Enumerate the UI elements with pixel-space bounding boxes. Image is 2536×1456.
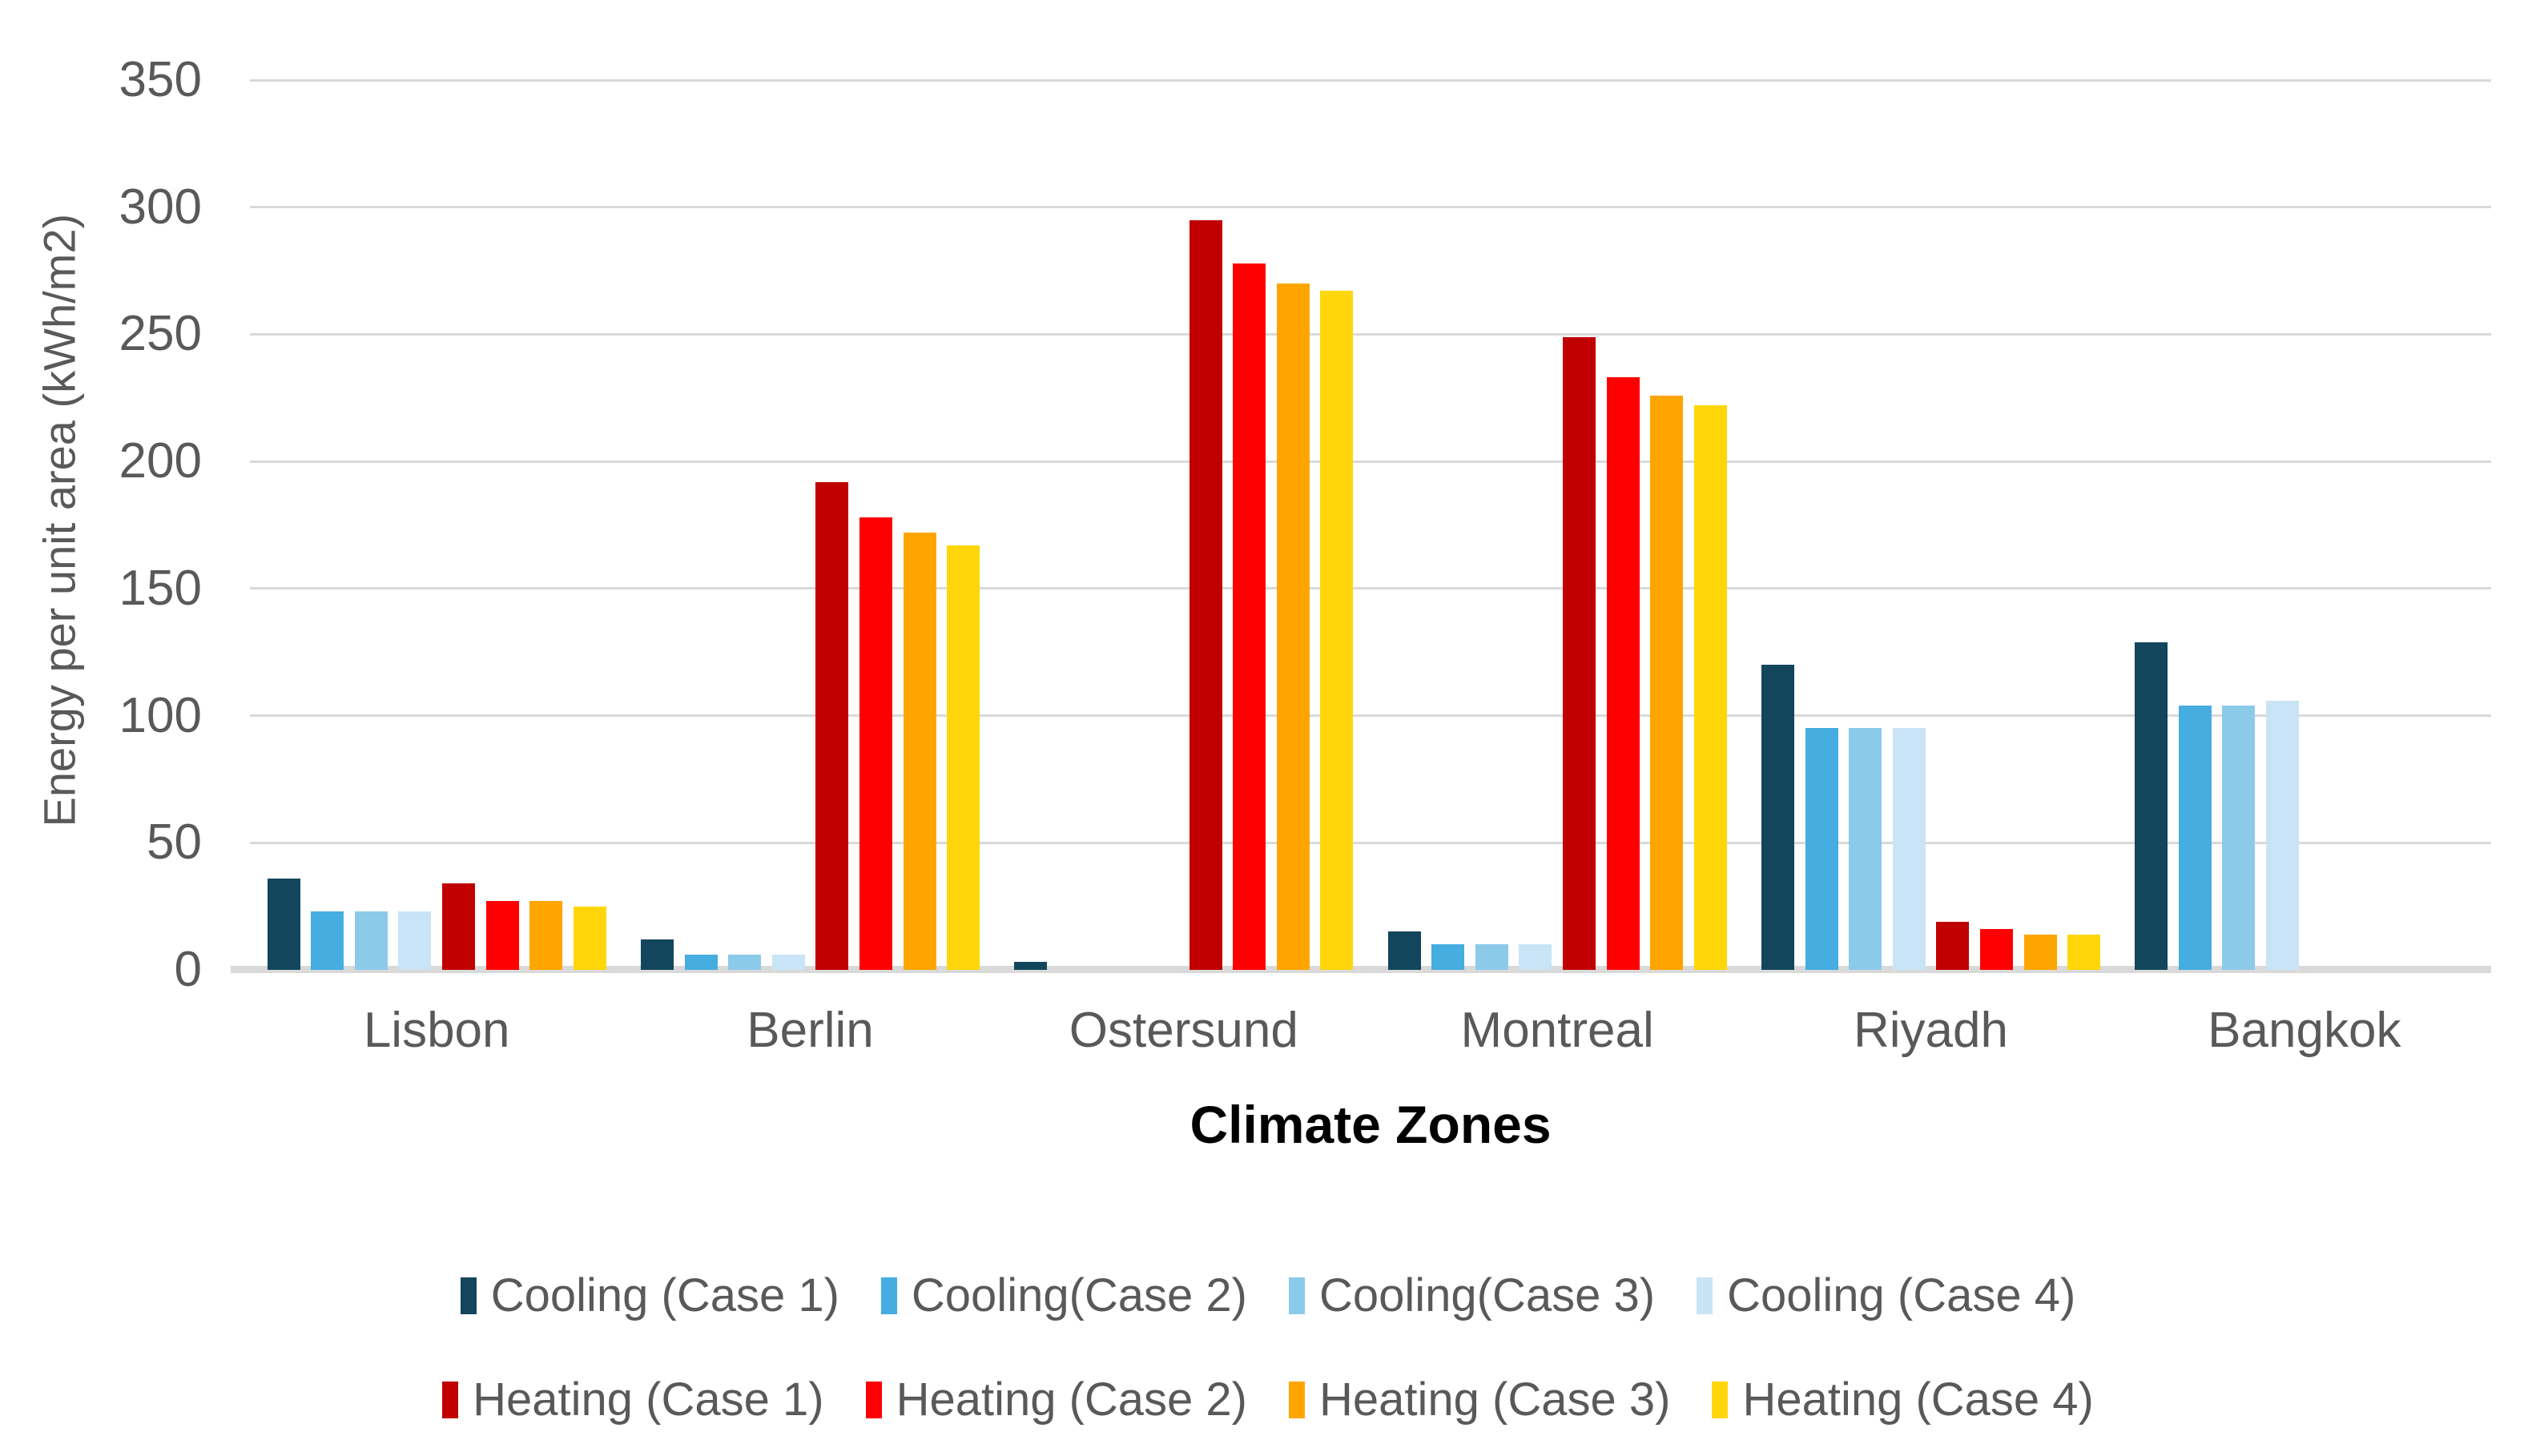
bar-lisbon-series-5: [485, 901, 519, 970]
gridline-y-250: [250, 332, 2491, 336]
legend-swatch-icon: [865, 1382, 882, 1418]
legend-item-1: Cooling(Case 2): [880, 1267, 1247, 1325]
legend-swatch-icon: [1712, 1382, 1729, 1418]
legend-label: Heating (Case 3): [1319, 1374, 1671, 1426]
bar-riyadh-series-5: [1979, 929, 2013, 970]
bar-riyadh-series-1: [1805, 728, 1838, 970]
bar-montreal-series-5: [1606, 377, 1640, 970]
legend-label: Cooling(Case 2): [911, 1269, 1247, 1321]
y-tick-label-100: 100: [119, 687, 202, 743]
legend-item-5: Heating (Case 2): [865, 1371, 1247, 1429]
bar-berlin-series-2: [728, 954, 762, 970]
bar-riyadh-series-0: [1761, 665, 1794, 970]
bar-ostersund-series-5: [1233, 263, 1266, 970]
bar-lisbon-series-0: [267, 878, 300, 970]
bar-lisbon-series-1: [311, 911, 344, 970]
gridline-y-150: [250, 587, 2491, 590]
legend-swatch-icon: [442, 1382, 459, 1418]
bar-berlin-series-3: [771, 954, 805, 970]
y-tick-label-250: 250: [119, 306, 202, 362]
legend-swatch-icon: [880, 1277, 897, 1314]
bar-montreal-series-1: [1431, 944, 1465, 970]
bar-lisbon-series-3: [398, 911, 432, 970]
gridline-y-350: [250, 78, 2491, 82]
plot-area: [231, 78, 2491, 973]
bar-bangkok-series-2: [2222, 705, 2256, 970]
legend-label: Cooling(Case 3): [1319, 1269, 1656, 1321]
bar-riyadh-series-6: [2023, 934, 2057, 970]
legend-item-4: Heating (Case 1): [442, 1371, 824, 1429]
bar-lisbon-series-4: [441, 883, 475, 970]
legend-label: Cooling (Case 1): [490, 1269, 839, 1321]
legend-label: Cooling (Case 4): [1727, 1269, 2076, 1321]
bar-berlin-series-0: [640, 939, 674, 970]
legend-item-2: Cooling(Case 3): [1289, 1267, 1655, 1325]
gridline-y-300: [250, 206, 2491, 209]
legend-item-0: Cooling (Case 1): [460, 1267, 839, 1325]
x-axis-title: Climate Zones: [1190, 1095, 1552, 1154]
legend-row-1: Cooling (Case 1) Cooling(Case 2) Cooling(C…: [0, 1267, 2536, 1325]
bar-montreal-series-7: [1693, 405, 1727, 970]
bar-berlin-series-6: [903, 533, 936, 970]
legend-swatch-icon: [1289, 1382, 1305, 1418]
category-label-riyadh: Riyadh: [1853, 1003, 2008, 1058]
bar-berlin-series-1: [684, 954, 718, 970]
legend-label: Heating (Case 2): [896, 1374, 1247, 1426]
bar-berlin-series-5: [859, 517, 892, 970]
category-label-bangkok: Bangkok: [2208, 1003, 2401, 1058]
y-tick-label-200: 200: [119, 433, 202, 489]
y-tick-label-150: 150: [119, 560, 202, 616]
y-tick-label-350: 350: [119, 52, 202, 107]
y-tick-label-50: 50: [147, 814, 202, 871]
gridline-y-200: [250, 460, 2491, 463]
bar-montreal-series-2: [1475, 944, 1508, 970]
category-label-berlin: Berlin: [747, 1003, 874, 1058]
category-label-lisbon: Lisbon: [363, 1003, 510, 1058]
axis-baseline: [231, 966, 2491, 973]
legend-swatch-icon: [1289, 1277, 1305, 1314]
legend-label: Heating (Case 1): [473, 1374, 824, 1426]
bar-lisbon-series-6: [529, 901, 563, 970]
bar-riyadh-series-7: [2067, 934, 2101, 970]
legend-swatch-icon: [1697, 1277, 1713, 1314]
y-tick-label-0: 0: [174, 942, 202, 997]
bar-bangkok-series-0: [2135, 642, 2168, 970]
legend-item-7: Heating (Case 4): [1712, 1371, 2094, 1429]
category-label-ostersund: Ostersund: [1069, 1003, 1298, 1058]
gridline-y-50: [250, 841, 2491, 844]
bar-ostersund-series-7: [1320, 291, 1354, 970]
bar-lisbon-series-7: [573, 906, 606, 970]
legend-item-6: Heating (Case 3): [1289, 1371, 1670, 1429]
gridline-y-100: [250, 714, 2491, 718]
bar-bangkok-series-3: [2266, 700, 2300, 970]
legend-label: Heating (Case 4): [1742, 1374, 2094, 1426]
bar-riyadh-series-4: [1936, 921, 1970, 970]
bar-montreal-series-0: [1387, 931, 1421, 970]
bar-berlin-series-4: [815, 481, 849, 970]
bar-lisbon-series-2: [354, 911, 388, 970]
bar-riyadh-series-3: [1892, 728, 1926, 970]
legend-swatch-icon: [460, 1277, 477, 1314]
bar-ostersund-series-0: [1014, 962, 1048, 970]
bar-riyadh-series-2: [1849, 728, 1882, 970]
y-tick-label-300: 300: [119, 179, 202, 235]
legend-item-3: Cooling (Case 4): [1697, 1267, 2075, 1325]
bar-berlin-series-7: [947, 545, 980, 970]
category-label-montreal: Montreal: [1460, 1003, 1654, 1058]
bar-montreal-series-3: [1519, 944, 1552, 970]
bar-montreal-series-4: [1562, 336, 1596, 970]
bar-ostersund-series-6: [1276, 283, 1310, 970]
legend-row-2: Heating (Case 1) Heating (Case 2) Heating …: [0, 1371, 2536, 1429]
bar-ostersund-series-4: [1189, 219, 1222, 970]
bar-bangkok-series-1: [2178, 705, 2212, 970]
bar-montreal-series-6: [1650, 395, 1684, 970]
